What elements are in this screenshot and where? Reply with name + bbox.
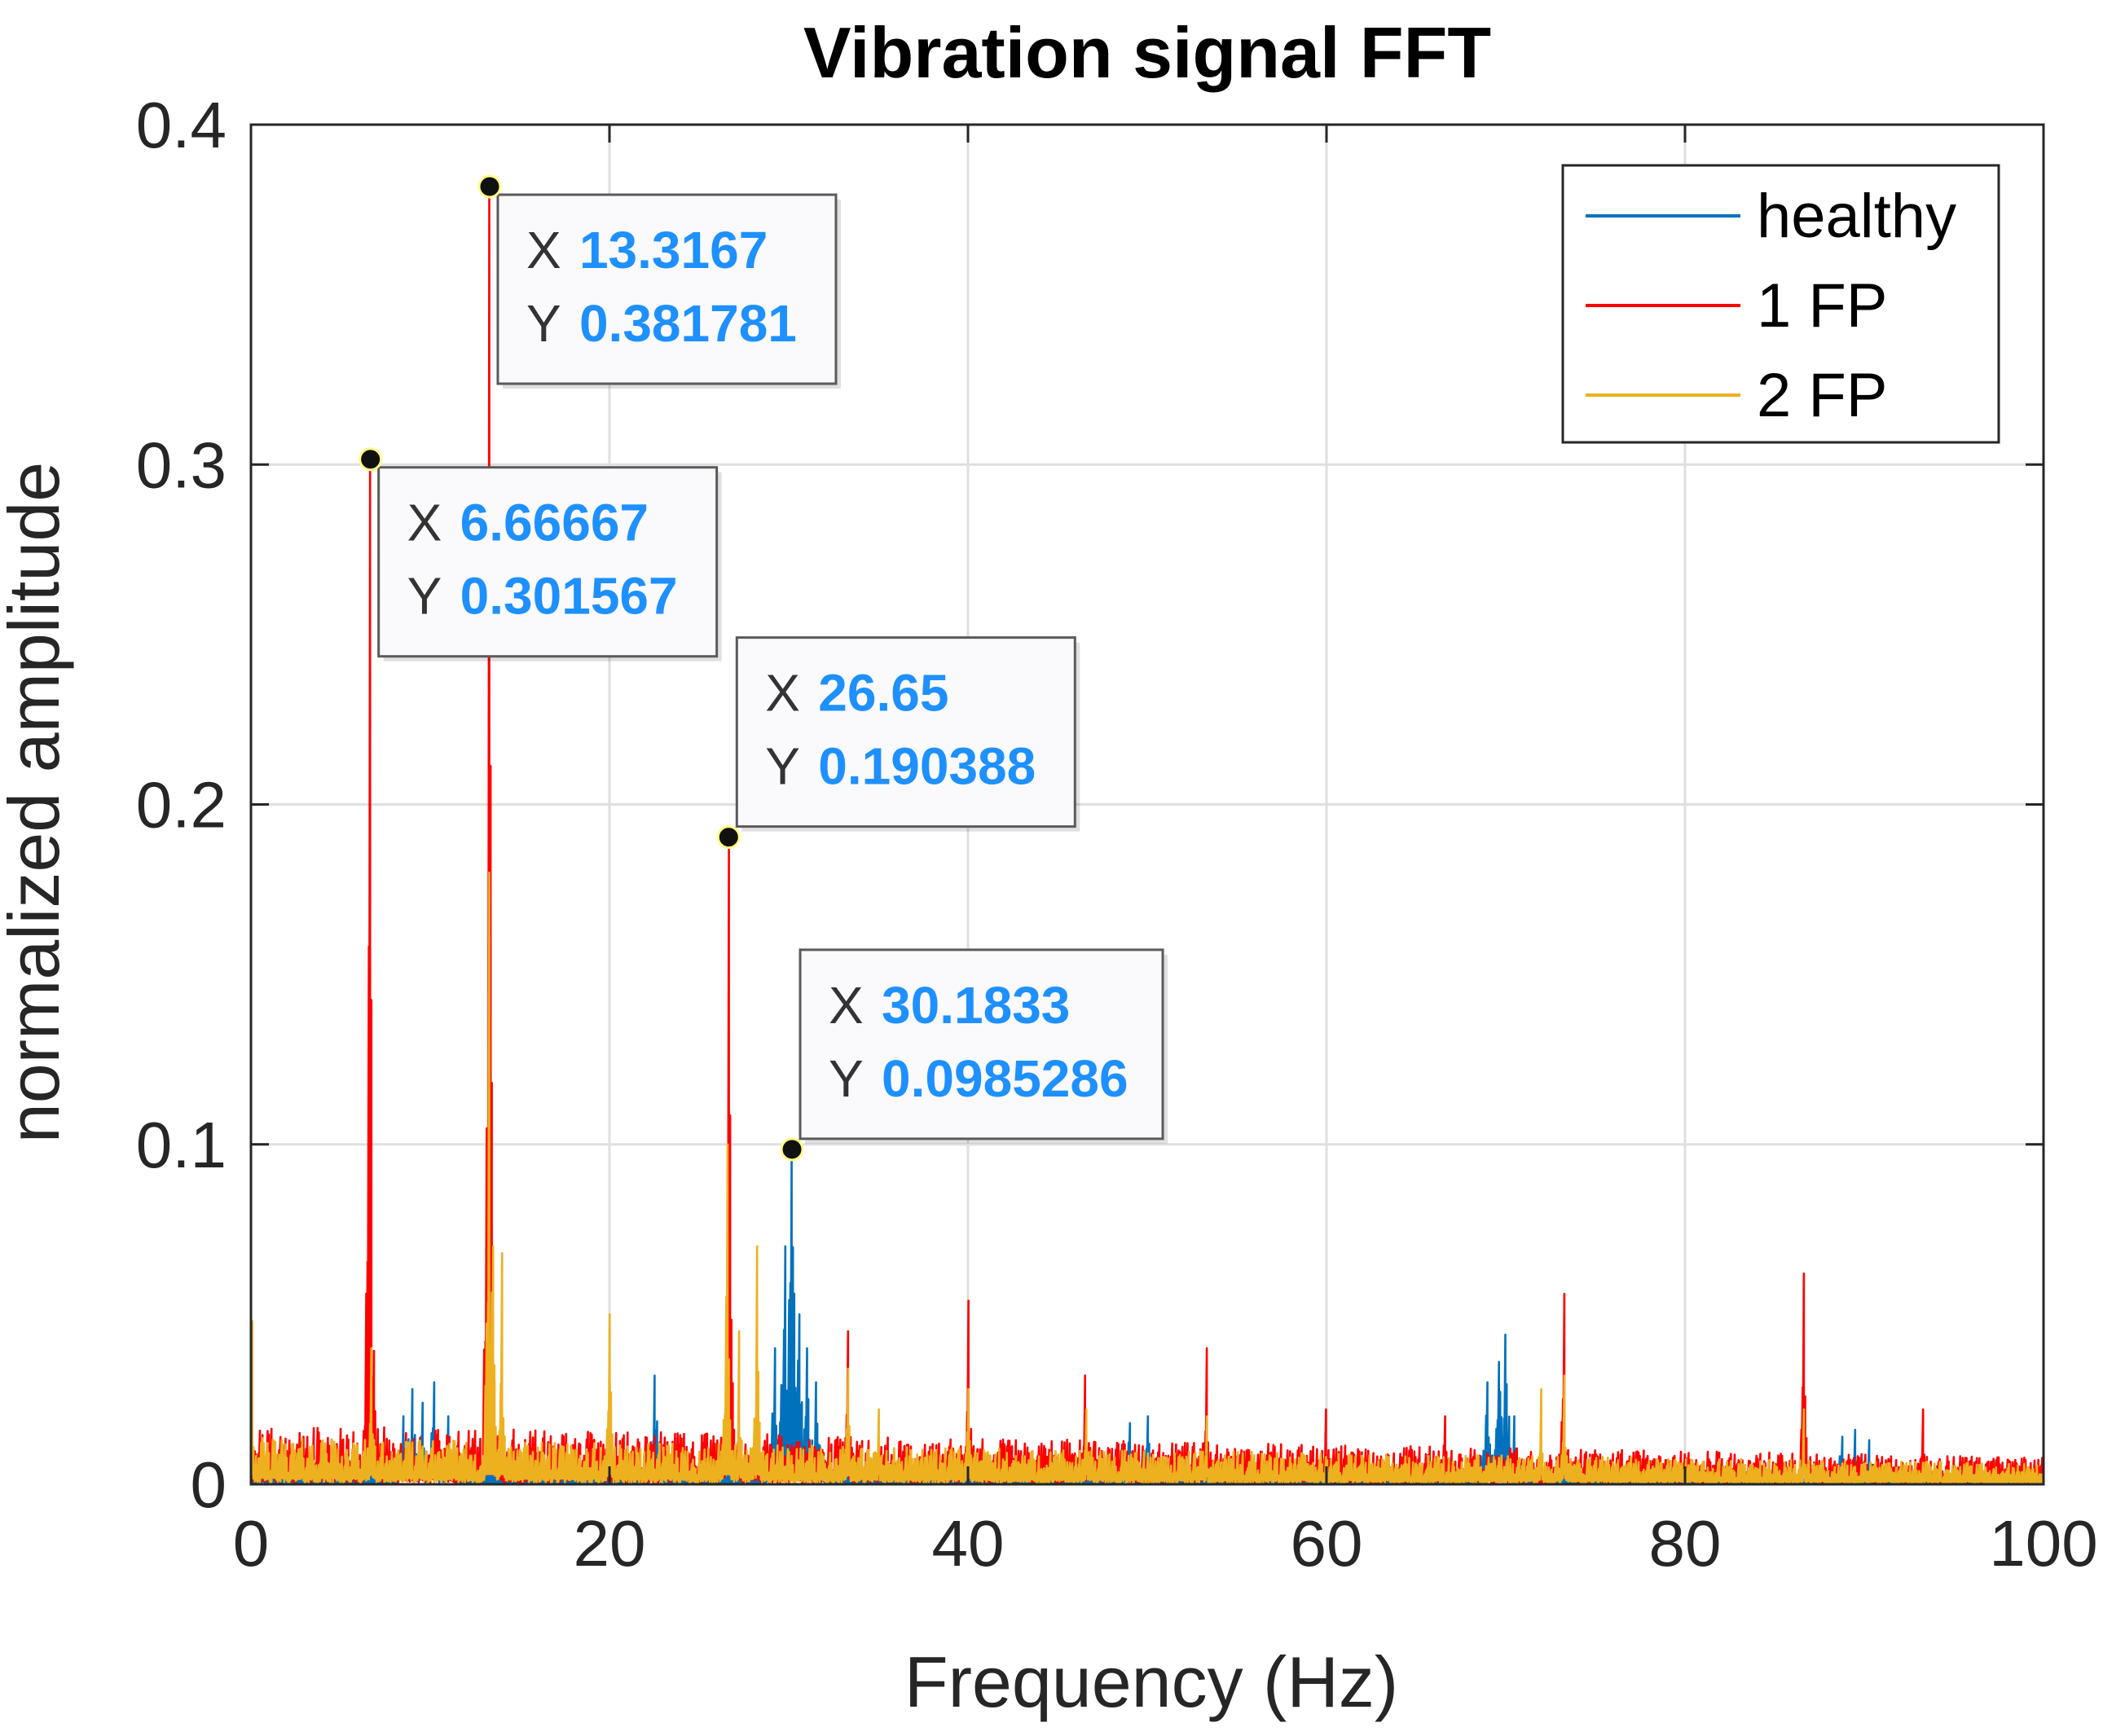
datatip-y-value: 0.301567 [460, 567, 678, 626]
x-tick-label: 40 [932, 1507, 1005, 1580]
series-line-2-fp [249, 871, 2045, 1485]
datatip-marker[interactable] [477, 174, 502, 199]
datatip-y-value: 0.381781 [579, 294, 797, 353]
datatip[interactable]: X 30.1833 Y 0.0985286 [780, 948, 1168, 1162]
x-tick-label: 60 [1291, 1507, 1363, 1580]
datatip-marker[interactable] [359, 447, 383, 472]
legend-entry-label: 2 FP [1757, 361, 1888, 430]
x-tick-label: 0 [233, 1507, 270, 1580]
datatip-x-label: X [526, 221, 561, 279]
datatip[interactable]: X 26.65 Y 0.190388 [716, 636, 1080, 850]
chart-title: Vibration signal FFT [803, 12, 1491, 93]
x-tick-label: 80 [1649, 1507, 1722, 1580]
datatip-y-label: Y [407, 567, 442, 626]
datatip-x-value: 6.66667 [460, 494, 649, 552]
datatip-box [496, 193, 838, 385]
y-tick-label: 0.1 [136, 1109, 227, 1181]
datatip-x-value: 13.3167 [579, 221, 768, 279]
legend[interactable]: healthy 1 FP 2 FP [1561, 164, 2000, 444]
x-axis-label: Frequency (Hz) [904, 1642, 1398, 1722]
datatip-x-label: X [829, 976, 864, 1035]
y-tick-label: 0 [191, 1448, 227, 1521]
datatips: X 13.3167 Y 0.381781 X 6.66667 Y 0.301567 X 26.65… [359, 174, 1168, 1162]
datatip-y-label: Y [526, 294, 561, 353]
datatip-y-label: Y [765, 737, 800, 796]
x-tick-label: 100 [1989, 1507, 2097, 1580]
y-tick-label: 0.2 [136, 769, 227, 842]
datatip-box [377, 466, 719, 658]
legend-entry-label: healthy [1757, 182, 1956, 251]
datatip[interactable]: X 6.66667 Y 0.301567 [359, 447, 722, 661]
datatip-y-value: 0.0985286 [882, 1049, 1128, 1108]
datatip[interactable]: X 13.3167 Y 0.381781 [477, 174, 841, 389]
datatip-box [799, 948, 1164, 1140]
datatip-marker[interactable] [780, 1137, 804, 1162]
datatip-y-value: 0.190388 [818, 737, 1036, 796]
datatip-x-value: 30.1833 [882, 976, 1070, 1035]
x-tick-label: 20 [574, 1507, 646, 1580]
datatip-marker[interactable] [716, 825, 741, 850]
datatip-x-label: X [765, 664, 800, 723]
y-tick-label: 0.4 [136, 89, 227, 161]
datatip-box [735, 636, 1076, 828]
y-axis-label: normalized amplitude [0, 462, 74, 1143]
datatip-x-label: X [407, 494, 442, 552]
datatip-x-value: 26.65 [818, 664, 948, 723]
series-layer [249, 185, 2045, 1485]
ticks: 0 20 40 60 80 100 0 0.1 0.2 0.3 0.4 [136, 89, 2098, 1580]
datatip-y-label: Y [829, 1049, 864, 1108]
legend-entry-label: 1 FP [1757, 271, 1888, 341]
y-tick-label: 0.3 [136, 429, 227, 501]
